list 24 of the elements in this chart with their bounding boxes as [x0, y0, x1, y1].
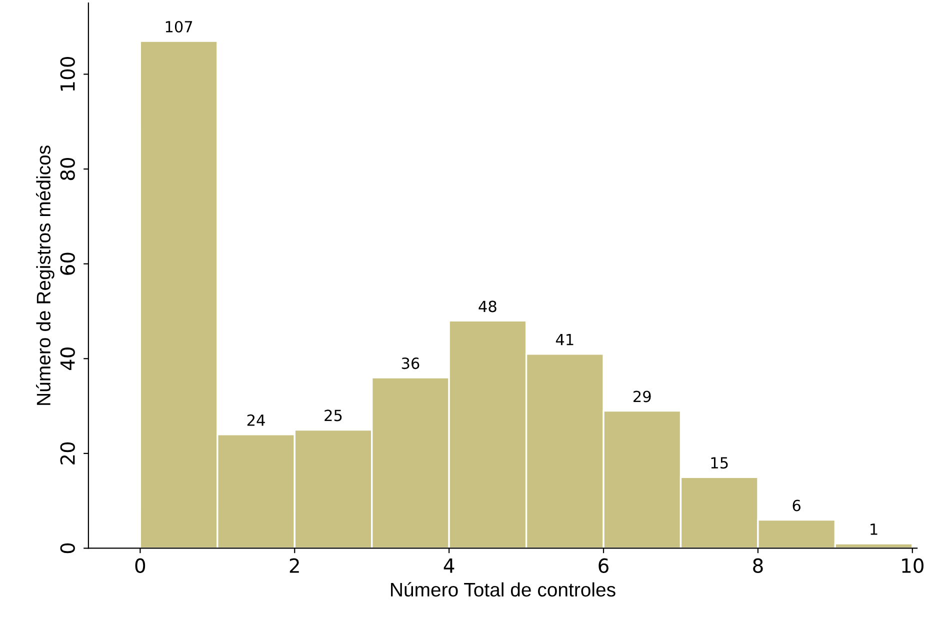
y-tick-label: 20 [60, 442, 75, 464]
x-tick-label: 2 [290, 558, 299, 573]
x-tick-label: 6 [598, 558, 608, 574]
x-tick-label: 0 [135, 558, 146, 574]
data-label: 107 [166, 20, 192, 33]
data-label: 6 [792, 500, 800, 512]
y-tick-label: 0 [60, 543, 75, 554]
y-tick-label: 60 [60, 252, 75, 275]
data-label: 48 [478, 300, 496, 312]
data-label: 1 [870, 524, 878, 535]
y-axis-title: Número de Registros médicos [36, 146, 54, 405]
y-tick-label: 100 [60, 56, 75, 91]
x-tick-label: 10 [902, 558, 924, 574]
y-tick-label: 80 [60, 158, 75, 180]
x-tick-label: 8 [753, 558, 763, 574]
x-axis-title: Número Total de controles [391, 582, 616, 597]
data-label: 15 [711, 457, 728, 469]
data-label: 29 [634, 390, 651, 402]
y-tick-label: 40 [60, 348, 75, 370]
x-tick-label: 4 [444, 558, 454, 573]
data-label: 25 [324, 410, 342, 422]
data-label: 41 [556, 334, 574, 346]
data-label: 36 [402, 358, 420, 370]
data-label: 24 [247, 414, 265, 426]
